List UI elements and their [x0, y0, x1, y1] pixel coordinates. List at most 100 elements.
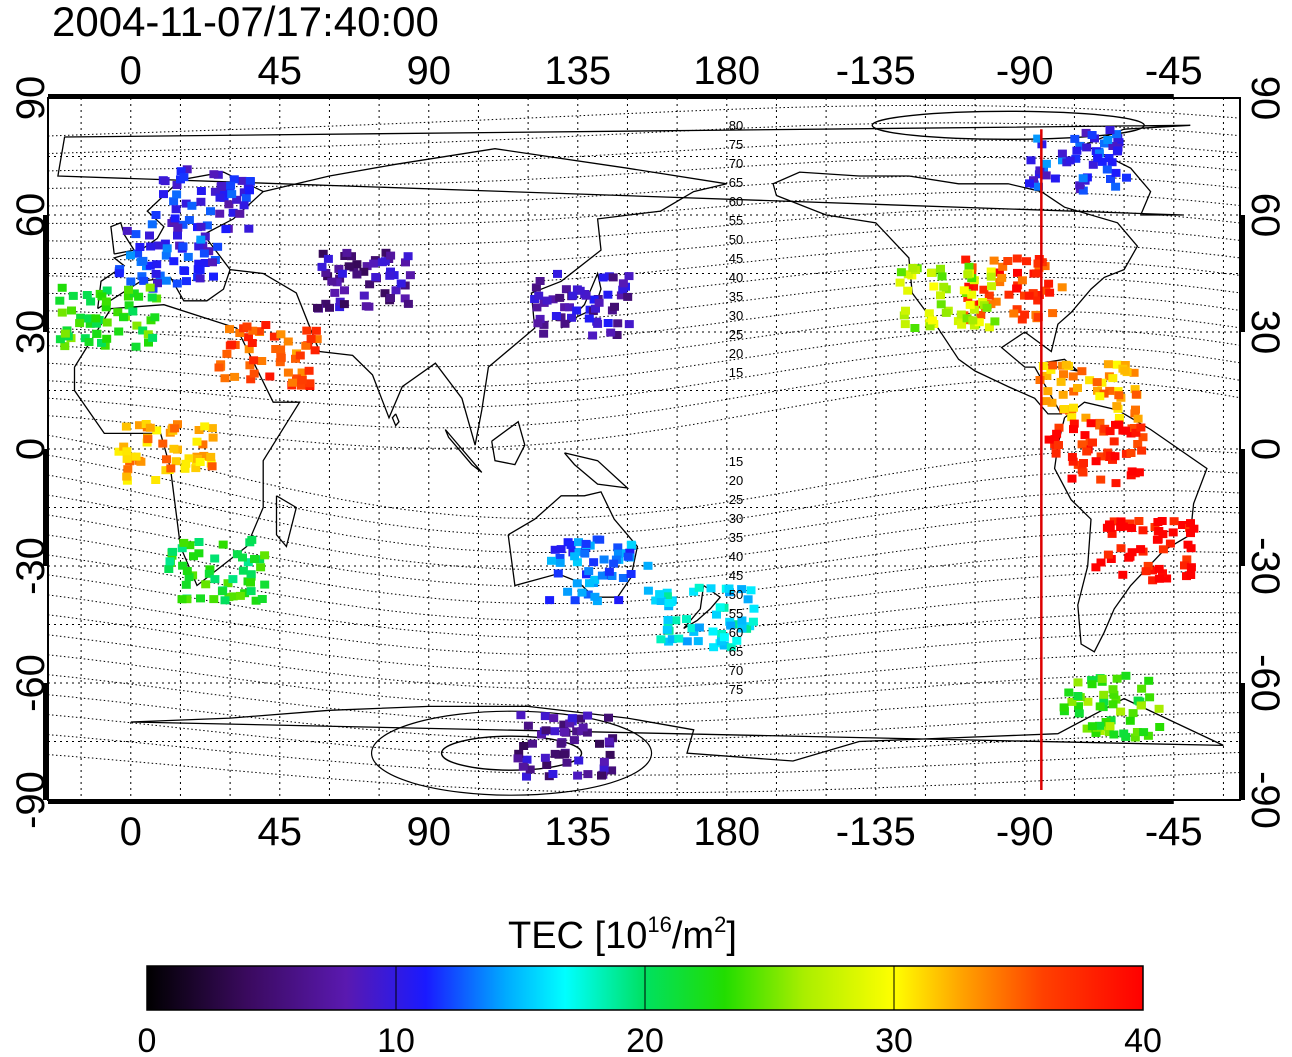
tec-cell	[1020, 291, 1029, 300]
tec-cell	[199, 451, 209, 460]
tec-cell	[1033, 259, 1043, 268]
tec-cell	[195, 458, 205, 466]
tec-cell	[244, 333, 253, 342]
tec-cell	[85, 319, 95, 328]
tec-cell	[288, 378, 297, 387]
tec-cell	[166, 464, 176, 473]
mlat-contour	[48, 434, 1240, 520]
tec-cell	[689, 587, 699, 596]
tec-cell	[214, 363, 224, 372]
tec-cell	[1158, 545, 1168, 554]
tec-cell	[582, 728, 592, 737]
tec-cell	[295, 351, 305, 360]
tec-cell	[612, 331, 622, 339]
tec-cell	[662, 592, 672, 601]
tec-cell	[1033, 313, 1043, 322]
tec-cell	[565, 303, 574, 312]
tec-cell	[195, 274, 205, 283]
tec-cell	[86, 297, 96, 306]
coastline-samerica	[1053, 401, 1208, 653]
contour-label: 30	[729, 511, 743, 526]
tec-cell	[207, 424, 217, 433]
coastline-namerica	[772, 171, 1139, 415]
tec-cell	[984, 323, 994, 332]
lat-tick-label-right: 90	[1243, 76, 1287, 121]
tec-cell	[576, 714, 585, 723]
tec-cell	[535, 277, 545, 285]
tec-cell	[1133, 414, 1143, 423]
tec-cell	[1059, 703, 1069, 712]
tec-cell	[199, 249, 209, 258]
tec-cell	[547, 556, 556, 565]
tec-cell	[1067, 697, 1077, 706]
tec-cell	[555, 558, 565, 567]
tec-cell	[176, 167, 186, 176]
tec-cell	[164, 565, 174, 573]
tec-cell	[1154, 564, 1164, 573]
contour-label: 75	[729, 682, 743, 697]
tec-cell	[990, 317, 1000, 326]
tec-cell	[369, 259, 379, 268]
tec-cell	[1134, 517, 1144, 525]
tec-cell	[1034, 263, 1044, 272]
tec-cell	[656, 635, 666, 644]
tec-cell	[555, 554, 565, 562]
tec-cell	[1042, 371, 1052, 380]
contour-label: 70	[729, 156, 743, 171]
tec-cell	[189, 552, 198, 561]
tec-cell	[276, 345, 286, 354]
tec-cell	[1133, 696, 1143, 705]
tec-cell	[618, 574, 628, 582]
tec-cell	[1105, 722, 1115, 731]
frame-tick-bar-right	[1240, 683, 1245, 800]
tec-cell	[719, 641, 729, 650]
tec-cell	[145, 423, 155, 432]
mlat-contour	[48, 259, 1240, 307]
tec-cell	[1078, 186, 1088, 195]
mlat-contour	[48, 242, 1240, 286]
tec-cell	[137, 272, 147, 281]
tec-cell	[1041, 159, 1051, 168]
contour-label: 70	[729, 663, 743, 678]
tec-cell	[1065, 156, 1075, 165]
tec-cell	[1096, 475, 1106, 484]
tec-cell	[662, 625, 672, 634]
tec-cell	[1075, 181, 1085, 190]
tec-cell	[924, 309, 934, 318]
tec-cell	[145, 261, 155, 270]
tec-cell	[172, 181, 182, 189]
tec-cell	[227, 190, 237, 199]
coastlines	[57, 124, 1224, 762]
tec-cell	[153, 241, 163, 250]
mlat-contour	[48, 574, 1240, 639]
contour-labels: 80 75 70 65 60 55 50 45 40 35 30 25 20 15 15 20 25 30 35 40…	[729, 118, 743, 697]
lat-tick-label-left: 90	[9, 76, 53, 121]
tec-cell	[317, 262, 327, 271]
tec-cell	[201, 580, 211, 589]
tec-cell	[1134, 468, 1144, 477]
tec-cell	[663, 616, 673, 624]
contour-label: 35	[729, 289, 743, 304]
tec-cell	[323, 254, 333, 263]
tec-cell	[565, 719, 575, 728]
tec-cell	[594, 298, 604, 307]
lat-tick-label-right: 0	[1243, 438, 1287, 460]
tec-cell	[528, 739, 537, 748]
tec-cell	[352, 270, 362, 279]
tec-cell	[936, 264, 945, 273]
tec-cell	[238, 553, 247, 562]
tec-cell	[1077, 367, 1087, 376]
tec-cell	[572, 558, 582, 567]
tec-cell	[235, 209, 245, 218]
tec-cell	[396, 279, 406, 288]
contour-label: 80	[729, 118, 743, 133]
tec-cell	[194, 259, 204, 268]
tec-cell	[567, 313, 576, 322]
tec-cell	[75, 319, 85, 328]
tec-cell	[541, 726, 551, 735]
tec-cell	[218, 540, 228, 549]
tec-cell	[1162, 574, 1172, 583]
tec-cell	[254, 327, 264, 336]
tec-cell	[1114, 420, 1124, 429]
tec-cell	[256, 563, 266, 572]
